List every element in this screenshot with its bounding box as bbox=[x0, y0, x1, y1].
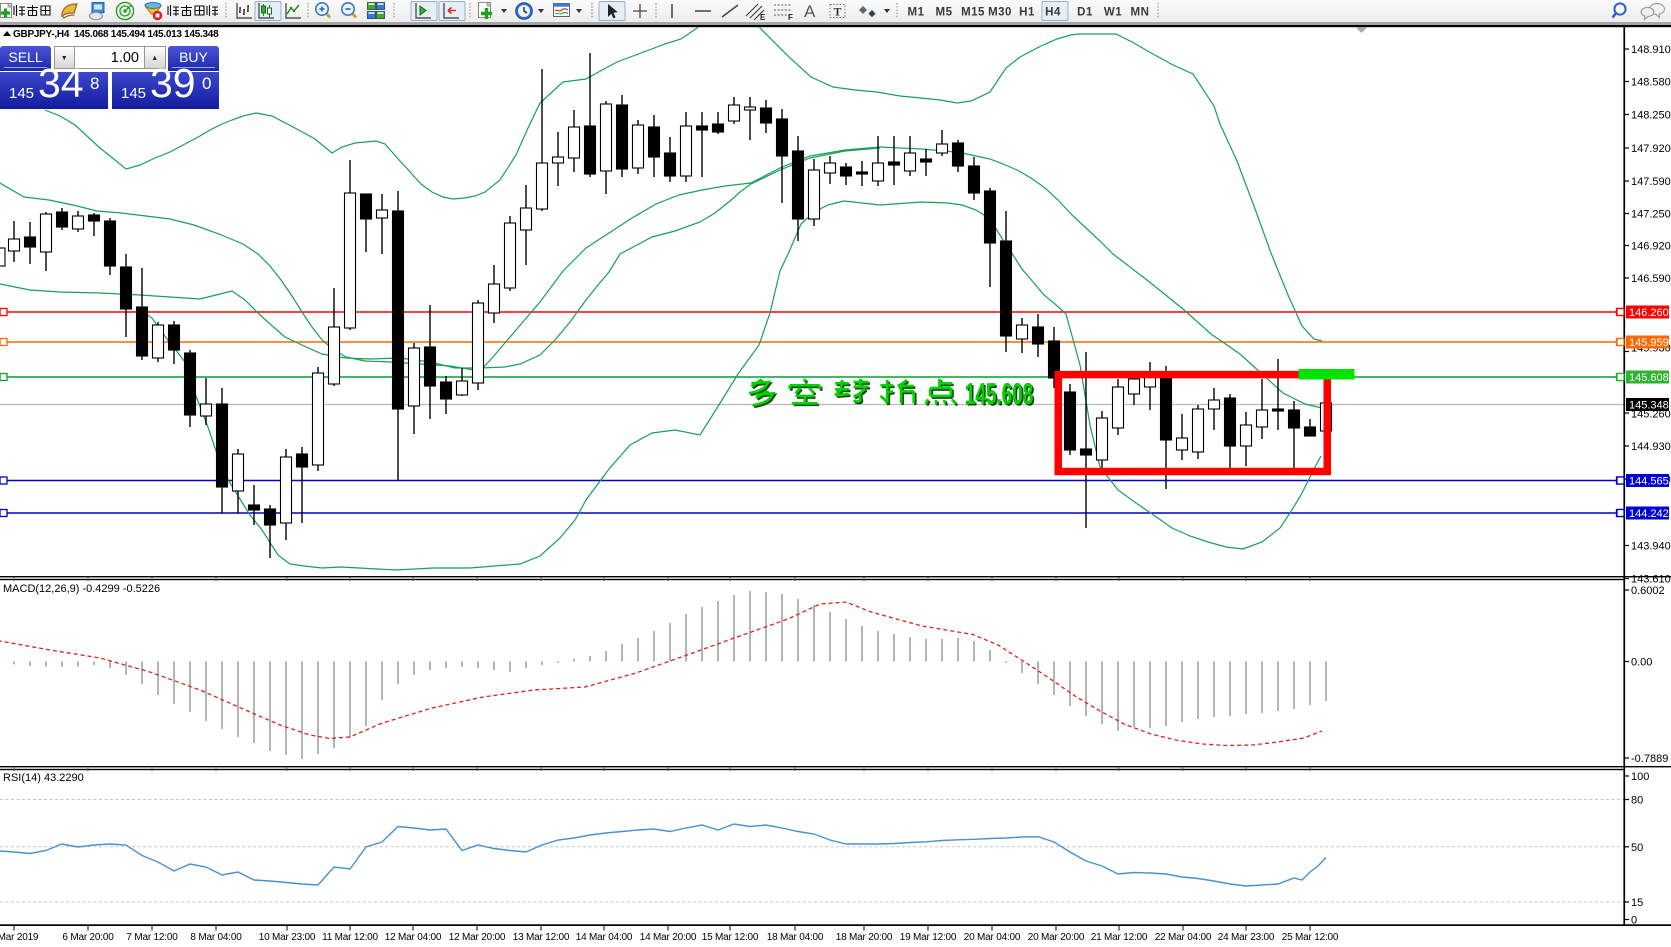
svg-text:M30: M30 bbox=[988, 7, 1012, 19]
svg-text:148.250: 148.250 bbox=[1631, 110, 1671, 122]
svg-text:145.608: 145.608 bbox=[967, 379, 1035, 413]
svg-text:W1: W1 bbox=[1104, 7, 1122, 19]
svg-text:20 Mar 04:00: 20 Mar 04:00 bbox=[964, 932, 1021, 943]
svg-text:6 Mar 20:00: 6 Mar 20:00 bbox=[62, 932, 114, 943]
svg-text:25 Mar 12:00: 25 Mar 12:00 bbox=[1282, 932, 1339, 943]
svg-text:RSI(14) 43.2290: RSI(14) 43.2290 bbox=[3, 772, 84, 784]
svg-text:144.930: 144.930 bbox=[1631, 441, 1671, 453]
svg-text:145.608: 145.608 bbox=[965, 378, 1033, 412]
svg-text:22 Mar 04:00: 22 Mar 04:00 bbox=[1155, 932, 1212, 943]
svg-text:145.260: 145.260 bbox=[1631, 409, 1671, 421]
svg-text:24 Mar 23:00: 24 Mar 23:00 bbox=[1218, 932, 1275, 943]
svg-text:18 Mar 04:00: 18 Mar 04:00 bbox=[767, 932, 824, 943]
svg-text:13 Mar 12:00: 13 Mar 12:00 bbox=[513, 932, 570, 943]
svg-text:M1: M1 bbox=[908, 7, 925, 19]
svg-text:M15: M15 bbox=[961, 7, 985, 19]
svg-text:10 Mar 23:00: 10 Mar 23:00 bbox=[259, 932, 316, 943]
svg-text:D1: D1 bbox=[1077, 7, 1093, 19]
svg-text:145.348: 145.348 bbox=[1629, 400, 1669, 412]
svg-text:0.00: 0.00 bbox=[1631, 657, 1652, 669]
svg-text:143.610: 143.610 bbox=[1631, 574, 1671, 586]
svg-text:11 Mar 12:00: 11 Mar 12:00 bbox=[322, 932, 378, 943]
svg-text:21 Mar 12:00: 21 Mar 12:00 bbox=[1091, 932, 1148, 943]
svg-text:146.590: 146.590 bbox=[1631, 273, 1671, 285]
svg-text:12 Mar 20:00: 12 Mar 20:00 bbox=[449, 932, 506, 943]
svg-text:0.6002: 0.6002 bbox=[1631, 585, 1665, 597]
svg-text:H1: H1 bbox=[1019, 7, 1035, 19]
svg-text:148.580: 148.580 bbox=[1631, 77, 1671, 89]
svg-text:143.940: 143.940 bbox=[1631, 541, 1671, 553]
svg-text:20 Mar 20:00: 20 Mar 20:00 bbox=[1028, 932, 1085, 943]
svg-text:100: 100 bbox=[1631, 771, 1649, 783]
svg-text:145.959: 145.959 bbox=[1629, 337, 1669, 349]
svg-text:H4: H4 bbox=[1045, 7, 1061, 19]
svg-text:146.920: 146.920 bbox=[1631, 241, 1671, 253]
svg-text:12 Mar 04:00: 12 Mar 04:00 bbox=[385, 932, 442, 943]
svg-text:80: 80 bbox=[1631, 795, 1643, 807]
svg-text:146.260: 146.260 bbox=[1629, 307, 1669, 319]
svg-text:50: 50 bbox=[1631, 842, 1643, 854]
svg-text:5 Mar 2019: 5 Mar 2019 bbox=[0, 932, 39, 943]
svg-text:F: F bbox=[788, 13, 793, 22]
svg-text:147.250: 147.250 bbox=[1631, 209, 1671, 221]
svg-text:147.920: 147.920 bbox=[1631, 143, 1671, 155]
svg-text:7 Mar 12:00: 7 Mar 12:00 bbox=[126, 932, 178, 943]
svg-text:19 Mar 12:00: 19 Mar 12:00 bbox=[900, 932, 957, 943]
svg-text:14 Mar 20:00: 14 Mar 20:00 bbox=[640, 932, 697, 943]
svg-text:M5: M5 bbox=[936, 7, 953, 19]
svg-text:14 Mar 04:00: 14 Mar 04:00 bbox=[576, 932, 633, 943]
svg-text:T: T bbox=[834, 5, 842, 19]
svg-text:145.608: 145.608 bbox=[1629, 372, 1669, 384]
svg-text:-0.7889: -0.7889 bbox=[1631, 753, 1668, 765]
svg-text:15 Mar 12:00: 15 Mar 12:00 bbox=[702, 932, 759, 943]
svg-text:8 Mar 04:00: 8 Mar 04:00 bbox=[190, 932, 242, 943]
svg-text:0: 0 bbox=[1631, 915, 1637, 927]
svg-text:144.565: 144.565 bbox=[1629, 476, 1669, 488]
svg-text:E: E bbox=[760, 13, 766, 22]
svg-text:MN: MN bbox=[1131, 7, 1150, 19]
svg-text:144.242: 144.242 bbox=[1629, 508, 1669, 520]
svg-text:15: 15 bbox=[1631, 897, 1643, 909]
svg-text:A: A bbox=[804, 2, 816, 21]
svg-text:MACD(12,26,9) -0.4299 -0.5226: MACD(12,26,9) -0.4299 -0.5226 bbox=[3, 583, 160, 595]
svg-text:148.910: 148.910 bbox=[1631, 44, 1671, 56]
svg-text:18 Mar 20:00: 18 Mar 20:00 bbox=[836, 932, 893, 943]
svg-text:147.590: 147.590 bbox=[1631, 176, 1671, 188]
